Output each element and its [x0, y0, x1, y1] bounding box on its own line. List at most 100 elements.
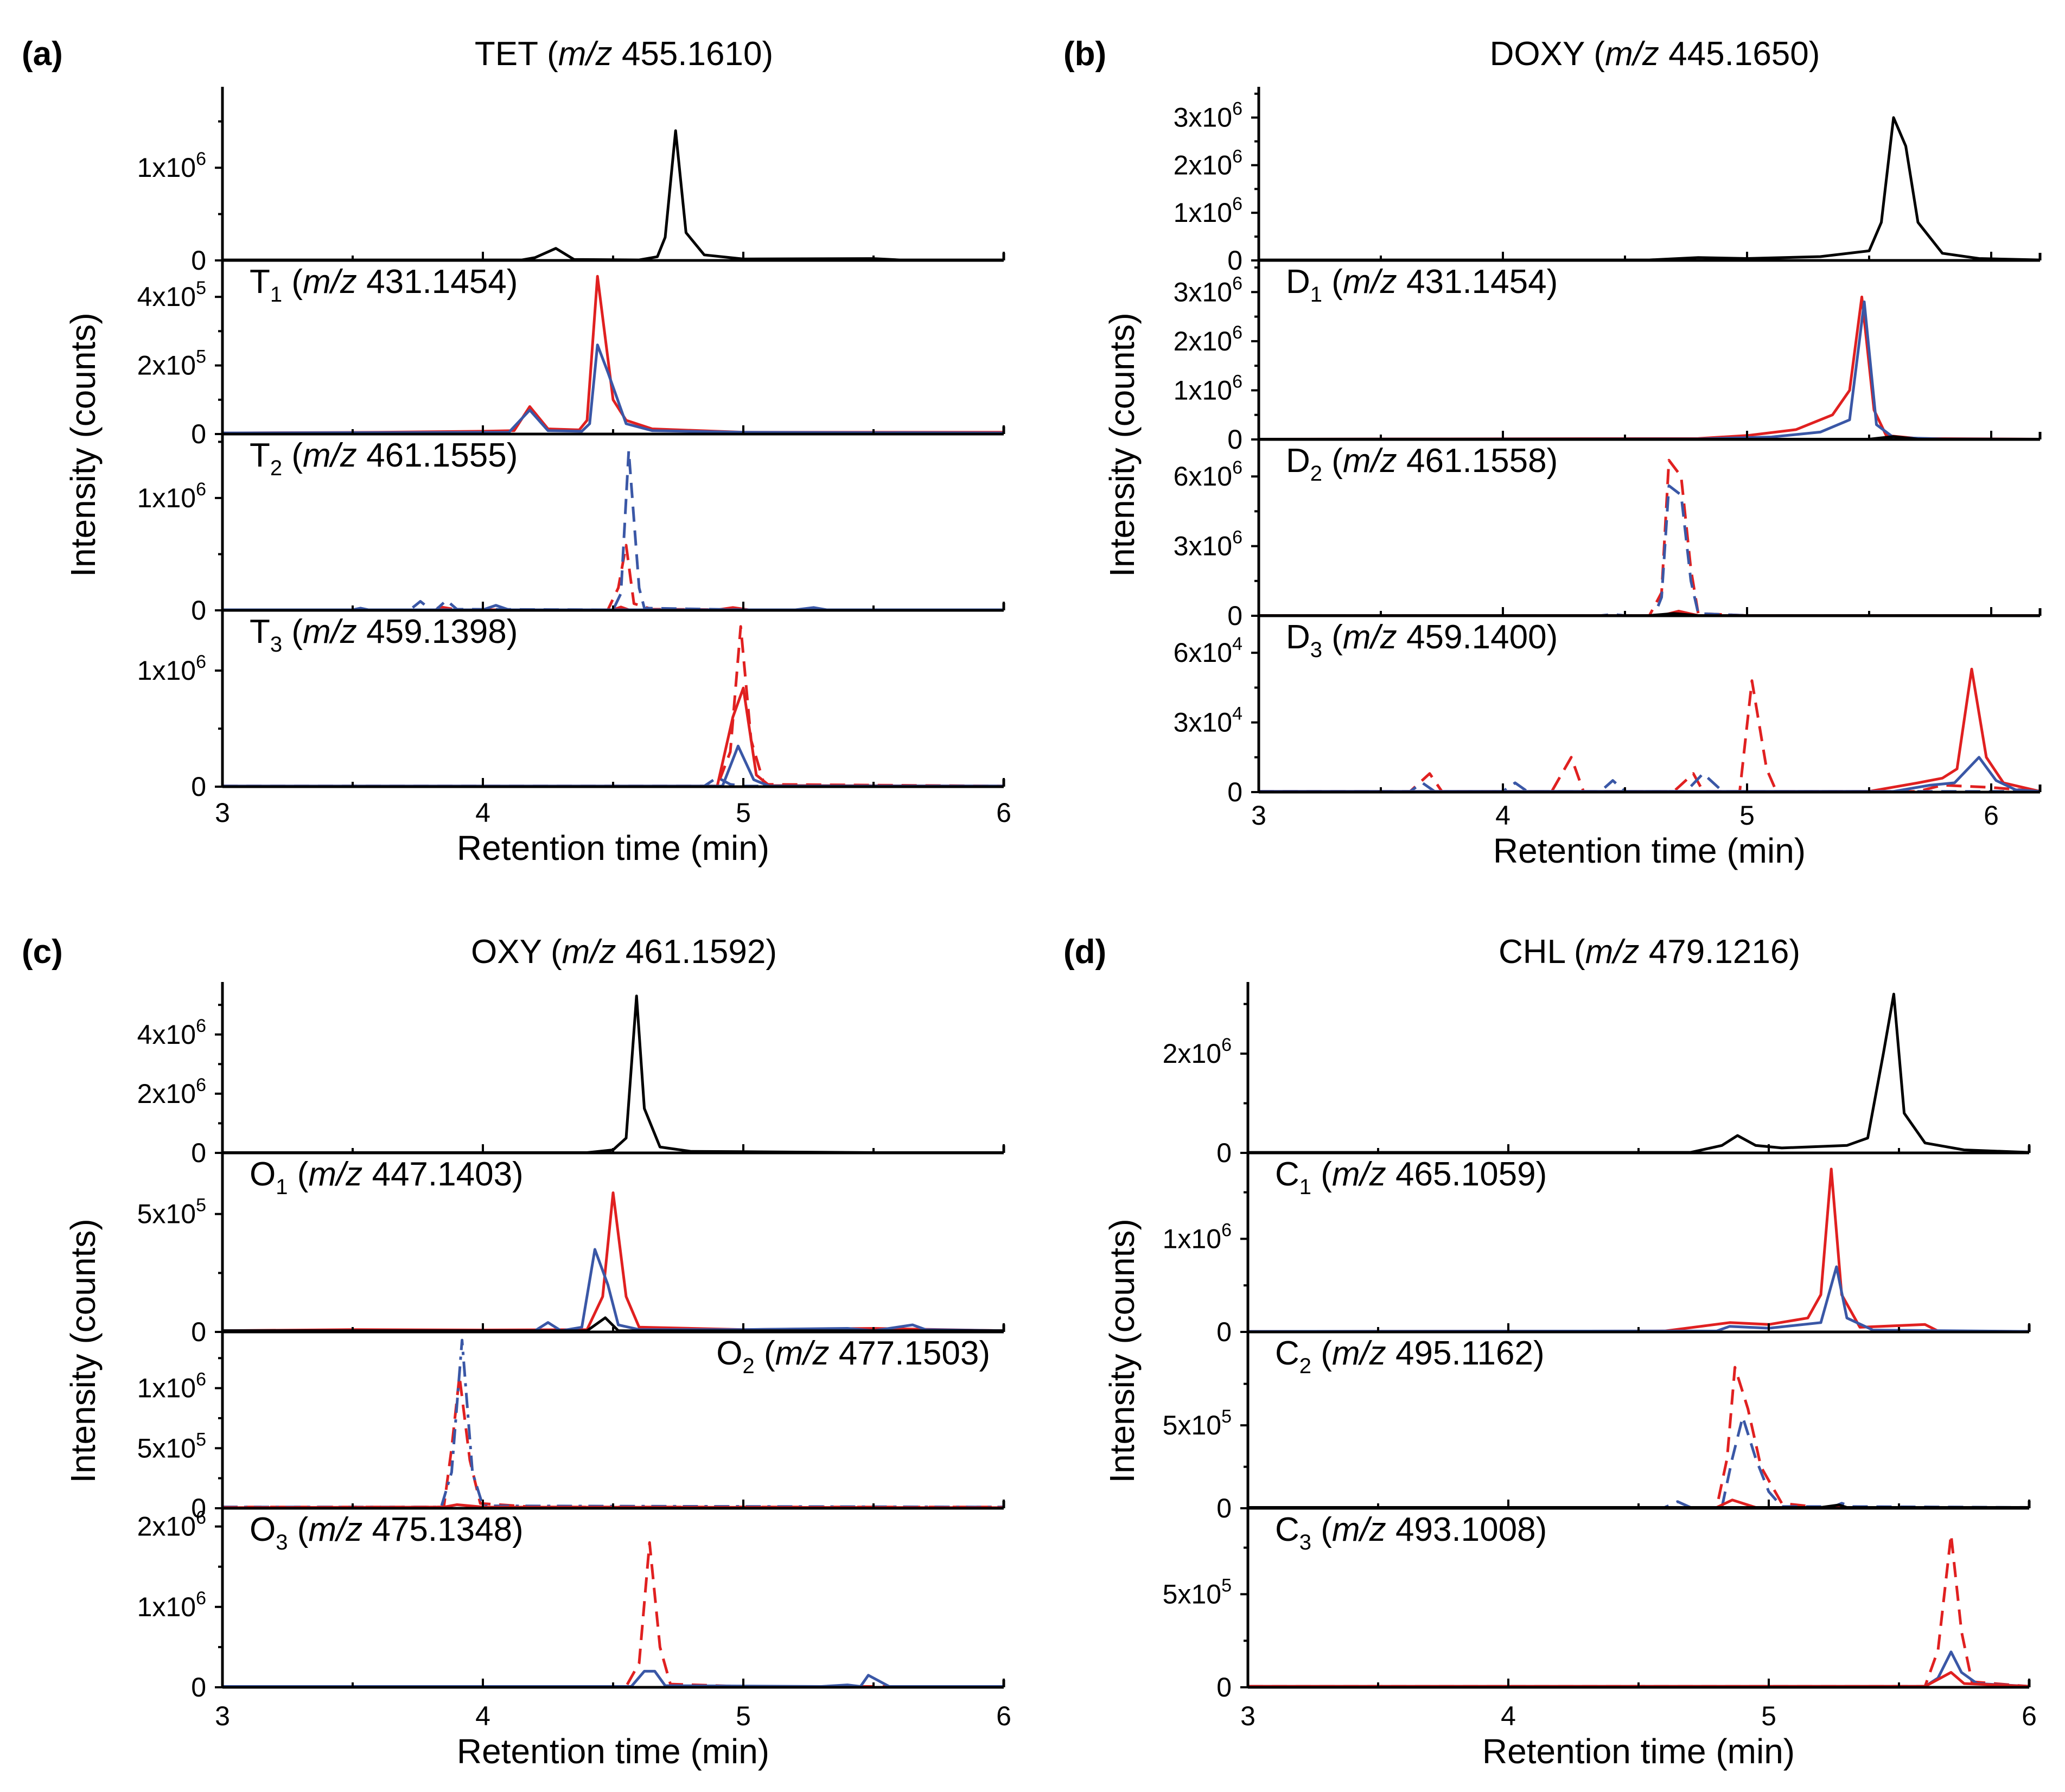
chart-title: DOXY (m/z 445.1650)	[1490, 35, 1820, 73]
y-tick-label: 1x106	[1174, 371, 1242, 405]
x-tick-label: 6	[2022, 1701, 2037, 1731]
x-tick-label: 3	[1251, 800, 1266, 831]
y-tick-label: 1x106	[137, 1369, 206, 1404]
x-tick-label: 3	[215, 1701, 230, 1731]
panel-label: (c)	[22, 933, 63, 971]
series-red	[1258, 295, 2041, 441]
x-tick-label: 4	[1501, 1701, 1516, 1731]
y-axis-title: Intensity (counts)	[63, 313, 103, 577]
x-tick-label: 5	[736, 1701, 751, 1731]
y-tick-label: 0	[191, 1138, 206, 1168]
series-red	[1247, 1168, 2030, 1333]
series-TET	[222, 129, 1004, 262]
subplot-label: D3 (m/z 459.1400)	[1286, 618, 1558, 662]
y-tick-label: 0	[1216, 1138, 1232, 1168]
series-blue	[222, 343, 1004, 435]
panel-label: (a)	[22, 35, 63, 73]
series-red-dashed	[1248, 1366, 2029, 1509]
chart-panel-b: (b) DOXY (m/z 445.1650)01x1062x1063x10601…	[1063, 35, 2042, 870]
series-red-dashed	[222, 544, 1004, 611]
subplot-2: 0 2x105 4x105 T1 (m/z 431.1454)	[137, 260, 1005, 449]
x-axis-title: Retention time (min)	[457, 828, 769, 868]
series-red-dashed	[1248, 1533, 2030, 1688]
y-tick-label: 2x106	[1174, 146, 1242, 180]
y-tick-label: 1x106	[137, 652, 206, 686]
subplot-4: 0 3x104 6x104 D3 (m/z 459.1400)	[1174, 616, 2042, 807]
series-blue-solid	[1259, 756, 2041, 793]
y-tick-label: 0	[191, 771, 206, 802]
series-blue-solid	[222, 604, 1004, 611]
subplot-label: O3 (m/z 475.1348)	[250, 1511, 524, 1554]
x-tick-label: 3	[215, 798, 230, 828]
series-CHL	[1248, 992, 2030, 1154]
series-blue-dashed	[1248, 1415, 2030, 1509]
chart-panel-a: (a) TET (m/z 455.1610) 0 1x106 0 2x105 4x105 T1…	[22, 35, 1011, 868]
y-axis-title: Intensity (counts)	[1102, 1219, 1142, 1483]
subplot-2: 0 1x106 2x106 3x106 D1 (m/z 431.1454)	[1174, 260, 2042, 455]
y-tick-label: 0	[1227, 424, 1242, 455]
x-tick-label: 4	[475, 1701, 490, 1731]
subplot-1: 0 2x106 4x106	[137, 982, 1005, 1168]
subplot-3: 0 1x106 T2 (m/z 461.1555)	[137, 434, 1005, 626]
subplot-4: 0 1x106 T3 (m/z 459.1398)	[137, 610, 1005, 802]
subplot-label: O1 (m/z 447.1403)	[250, 1156, 524, 1199]
panel-label: (d)	[1063, 933, 1106, 971]
y-tick-label: 2x106	[137, 1075, 206, 1109]
chart-title: OXY (m/z 461.1592)	[471, 933, 777, 971]
x-tick-label: 5	[1761, 1701, 1776, 1731]
y-tick-label: 0	[191, 595, 206, 626]
y-axis-title: Intensity (counts)	[63, 1219, 103, 1483]
series-OXY	[222, 994, 1004, 1154]
y-tick-label: 0	[191, 1672, 206, 1702]
subplot-label: C3 (m/z 493.1008)	[1275, 1511, 1547, 1554]
series-blue-dashed	[222, 449, 1004, 611]
x-tick-label: 6	[1984, 800, 1999, 831]
y-tick-label: 0	[1216, 1493, 1232, 1523]
y-tick-label: 2x105	[137, 347, 206, 381]
series-blue-dashdot	[222, 1338, 1004, 1509]
y-tick-label: 1x106	[137, 149, 206, 183]
y-tick-label: 5x105	[137, 1429, 206, 1463]
subplot-label: T3 (m/z 459.1398)	[250, 613, 518, 656]
y-tick-label: 0	[1227, 777, 1242, 807]
y-tick-label: 3x106	[1174, 273, 1242, 307]
series-red-dashed	[1259, 679, 2041, 793]
series-blue	[1247, 1265, 2030, 1333]
series-DOXY	[1259, 116, 2041, 262]
chart-title: TET (m/z 455.1610)	[475, 35, 773, 73]
series-blue	[1248, 1650, 2030, 1688]
series-blue-dashed	[1259, 484, 2040, 617]
subplot-2: 0 5x105 O1 (m/z 447.1403)	[137, 1153, 1005, 1347]
y-tick-label: 1x106	[137, 1588, 206, 1622]
y-tick-label: 0	[191, 245, 206, 276]
y-tick-label: 0	[1227, 601, 1242, 631]
series-red-dashed	[222, 1541, 1004, 1688]
subplot-1: 0 1x106	[137, 87, 1005, 276]
y-tick-label: 1x106	[1163, 1220, 1232, 1254]
subplot-3: 0 5x105 C2 (m/z 495.1162)	[1163, 1332, 2031, 1523]
y-tick-label: 2x106	[1174, 322, 1242, 356]
x-tick-label: 6	[996, 1701, 1011, 1731]
y-tick-label: 0	[191, 419, 206, 449]
y-tick-label: 3x106	[1174, 527, 1242, 562]
x-tick-label: 5	[1739, 800, 1755, 831]
y-tick-label: 6x106	[1174, 457, 1242, 492]
subplot-label: C1 (m/z 465.1059)	[1275, 1156, 1547, 1199]
y-tick-label: 6x104	[1174, 634, 1242, 668]
subplot-4: 0 1x106 2x106 O3 (m/z 475.1348)	[137, 1508, 1005, 1702]
subplot-label: T1 (m/z 431.1454)	[250, 263, 518, 307]
subplot-3: 0 5x105 1x106 O2 (m/z 477.1503)	[137, 1332, 1005, 1523]
y-tick-label: 2x106	[137, 1508, 206, 1542]
subplot-label: D2 (m/z 461.1558)	[1286, 442, 1558, 486]
y-tick-label: 4x105	[137, 278, 206, 312]
series-blue	[222, 1248, 1004, 1332]
chart-panel-d: (d) CHL (m/z 479.1216) 0 2x106 0 1x106 C1 (m/z…	[1063, 933, 2037, 1771]
y-tick-label: 2x106	[1163, 1035, 1232, 1069]
y-tick-label: 3x104	[1174, 704, 1242, 738]
y-tick-label: 0	[1227, 245, 1242, 276]
x-axis-title: Retention time (min)	[457, 1732, 769, 1771]
series-red-solid	[222, 686, 1004, 788]
y-tick-label: 3x106	[1174, 99, 1242, 133]
x-tick-label: 6	[996, 798, 1011, 828]
subplot-label: D1 (m/z 431.1454)	[1286, 263, 1558, 307]
